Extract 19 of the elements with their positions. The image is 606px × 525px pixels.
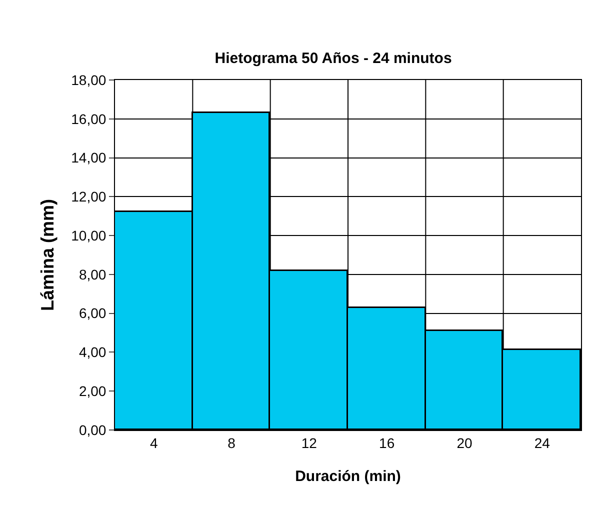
x-tick-label: 4 — [150, 434, 158, 451]
y-tick-label: 4,00 — [78, 344, 106, 360]
x-tick-label: 20 — [456, 434, 472, 451]
y-tick-label: 8,00 — [78, 266, 106, 282]
y-tick-label: 10,00 — [71, 227, 106, 244]
y-tick-label: 14,00 — [71, 150, 106, 166]
x-tick-label: 16 — [379, 434, 395, 451]
x-tick-label: 12 — [301, 434, 318, 451]
y-axis-title: Lámina (mm) — [37, 198, 58, 312]
y-tick-label: 2,00 — [78, 383, 106, 400]
y-tick-label: 6,00 — [78, 305, 106, 322]
y-tick-label: 12,00 — [71, 188, 106, 205]
x-tick-label: 24 — [534, 434, 550, 451]
y-tick-label: 0,00 — [78, 422, 106, 438]
x-tick-label: 8 — [228, 434, 236, 451]
y-tick-label: 18,00 — [71, 72, 106, 88]
x-axis-title: Duración (min) — [295, 468, 401, 485]
y-tick-label: 16,00 — [71, 110, 106, 127]
chart-title: Hietograma 50 Años - 24 minutos — [214, 50, 452, 67]
